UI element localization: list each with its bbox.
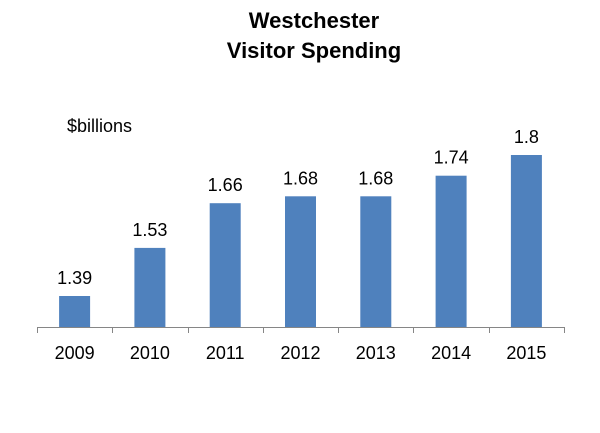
category-label-2011: 2011 [206, 343, 245, 363]
value-label-2013: 1.68 [358, 168, 393, 188]
bar-2013 [360, 196, 392, 327]
value-labels-group: 1.39 1.53 1.66 1.68 1.68 1.74 1.8 [57, 127, 539, 288]
chart-title: Westchester Visitor Spending [0, 6, 600, 66]
value-label-2011: 1.66 [208, 175, 243, 195]
category-label-2015: 2015 [506, 343, 546, 363]
bar-2010 [134, 247, 166, 327]
bar-2009 [59, 296, 91, 327]
category-labels-group: 2009 2010 2011 2012 2013 2014 2015 [55, 343, 547, 363]
bar-2014 [435, 175, 467, 327]
chart-title-line-2: Visitor Spending [226, 38, 402, 63]
bar-2015 [510, 155, 542, 327]
bar-2012 [285, 196, 316, 327]
value-label-2015: 1.8 [514, 127, 539, 147]
bars-group [59, 155, 542, 327]
value-label-2012: 1.68 [283, 168, 318, 188]
category-label-2012: 2012 [280, 343, 320, 363]
category-label-2013: 2013 [356, 343, 396, 363]
value-label-2010: 1.53 [132, 220, 167, 240]
category-label-2014: 2014 [431, 343, 471, 363]
y-axis-unit-label: $billions [67, 116, 133, 136]
x-axis-ticks-group [37, 327, 565, 333]
value-label-2009: 1.39 [57, 268, 92, 288]
category-label-2009: 2009 [55, 343, 95, 363]
category-label-2010: 2010 [130, 343, 170, 363]
chart-title-line-1: Westchester [248, 8, 380, 33]
value-label-2014: 1.74 [434, 148, 469, 168]
bar-2011 [209, 203, 241, 327]
